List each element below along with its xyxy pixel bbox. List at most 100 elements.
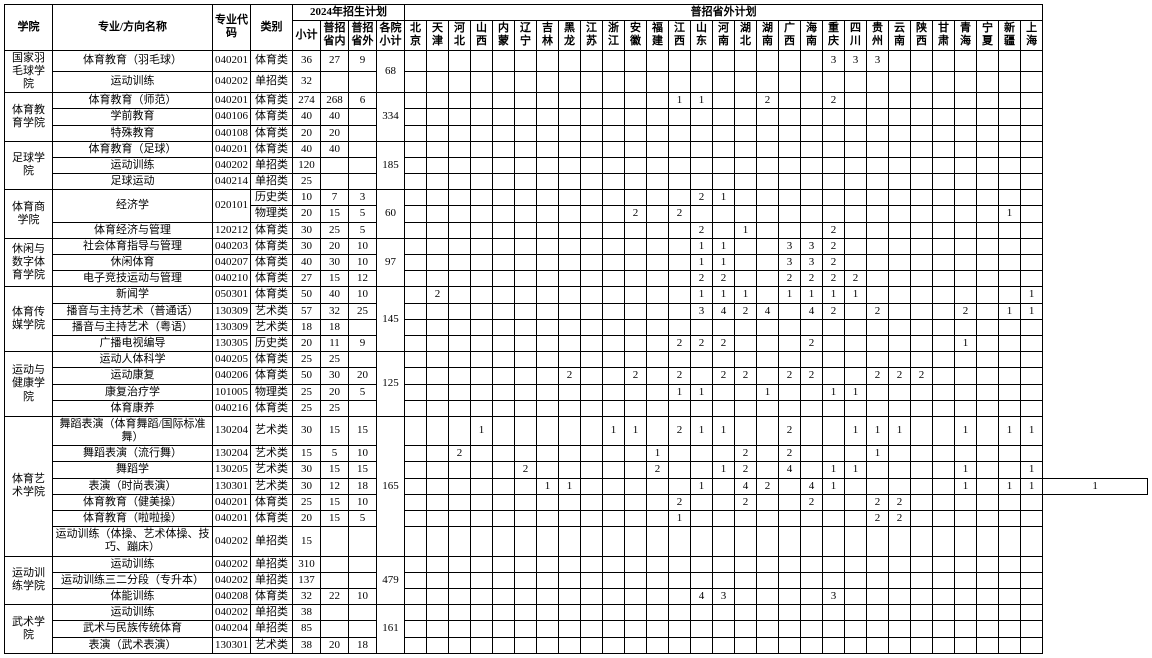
cell-prov — [691, 50, 713, 71]
cell-prov — [669, 71, 691, 92]
cell-prov — [823, 621, 845, 637]
cell-prov — [603, 141, 625, 157]
hdr-prov-26: 宁夏 — [977, 21, 999, 50]
cell-major: 特殊教育 — [53, 125, 213, 141]
cell-prov — [691, 319, 713, 335]
cell-prov — [911, 271, 933, 287]
cell-prov — [933, 462, 955, 478]
cell-prov — [449, 621, 471, 637]
cell-prov: 2 — [691, 271, 713, 287]
cell-prov — [823, 190, 845, 206]
cell-prov — [691, 400, 713, 416]
cell-prov: 2 — [801, 271, 823, 287]
cell-prov — [757, 556, 779, 572]
cell-prov — [999, 222, 1021, 238]
cell-prov — [559, 287, 581, 303]
cell-prov — [581, 352, 603, 368]
cell-prov — [757, 352, 779, 368]
cell-prov — [449, 303, 471, 319]
cell-prov — [757, 416, 779, 445]
cell-pOut: 5 — [349, 222, 377, 238]
cell-prov — [515, 384, 537, 400]
cell-prov — [515, 319, 537, 335]
cell-prov — [647, 157, 669, 173]
cell-prov — [647, 621, 669, 637]
cell-prov — [559, 174, 581, 190]
cell-prov — [493, 400, 515, 416]
hdr-plan2024: 2024年招生计划 — [293, 5, 405, 21]
cell-prov — [845, 109, 867, 125]
cell-code: 040106 — [213, 109, 251, 125]
cell-prov — [537, 319, 559, 335]
cell-prov — [537, 109, 559, 125]
cell-prov — [427, 621, 449, 637]
cell-prov — [889, 238, 911, 254]
cell-major: 表演（时尚表演） — [53, 478, 213, 494]
cell-prov — [977, 271, 999, 287]
cell-prov: 4 — [801, 303, 823, 319]
cell-prov — [1021, 605, 1043, 621]
cell-prov — [669, 621, 691, 637]
cell-pOut: 9 — [349, 335, 377, 351]
cell-prov — [405, 303, 427, 319]
cell-prov — [691, 352, 713, 368]
cell-prov — [647, 572, 669, 588]
cell-prov — [603, 303, 625, 319]
cell-college: 体育传媒学院 — [5, 287, 53, 352]
cell-type: 体育类 — [251, 494, 293, 510]
cell-prov — [757, 190, 779, 206]
hdr-college: 学院 — [5, 5, 53, 51]
cell-prov: 3 — [801, 238, 823, 254]
cell-prov — [691, 494, 713, 510]
table-row: 学前教育040106体育类4040 — [5, 109, 1148, 125]
cell-prov — [493, 141, 515, 157]
cell-prov — [537, 238, 559, 254]
cell-prov — [977, 303, 999, 319]
cell-prov — [955, 572, 977, 588]
cell-prov — [647, 255, 669, 271]
cell-prov — [735, 238, 757, 254]
hdr-prov-6: 吉林 — [537, 21, 559, 50]
cell-prov — [691, 556, 713, 572]
cell-xj: 30 — [293, 478, 321, 494]
cell-prov — [889, 588, 911, 604]
cell-prov — [625, 174, 647, 190]
cell-prov — [405, 637, 427, 653]
cell-prov — [977, 446, 999, 462]
cell-prov — [933, 319, 955, 335]
cell-prov — [691, 174, 713, 190]
cell-prov — [581, 400, 603, 416]
cell-prov — [823, 109, 845, 125]
cell-prov — [845, 605, 867, 621]
cell-prov — [449, 141, 471, 157]
cell-prov — [845, 352, 867, 368]
cell-prov — [713, 174, 735, 190]
cell-prov — [449, 572, 471, 588]
cell-prov — [845, 478, 867, 494]
cell-prov — [999, 572, 1021, 588]
cell-prov — [405, 222, 427, 238]
table-row: 体育教育（啦啦操）040201体育类20155122 — [5, 511, 1148, 527]
table-row: 运动训练（体操、艺术体操、技巧、蹦床）040202单招类15 — [5, 527, 1148, 556]
cell-prov — [625, 605, 647, 621]
cell-college: 体育商学院 — [5, 190, 53, 239]
cell-xj: 20 — [293, 511, 321, 527]
cell-prov — [955, 621, 977, 637]
hdr-type: 类别 — [251, 5, 293, 51]
cell-prov — [449, 588, 471, 604]
cell-prov — [1021, 352, 1043, 368]
cell-prov — [845, 319, 867, 335]
table-row: 足球学院体育教育（足球）040201体育类4040185 — [5, 141, 1148, 157]
cell-prov — [449, 71, 471, 92]
cell-prov — [691, 637, 713, 653]
cell-prov — [691, 462, 713, 478]
cell-pOut: 5 — [349, 384, 377, 400]
cell-prov: 2 — [669, 494, 691, 510]
cell-prov — [471, 174, 493, 190]
cell-xj: 25 — [293, 384, 321, 400]
cell-prov — [647, 384, 669, 400]
cell-prov: 2 — [845, 271, 867, 287]
cell-prov — [471, 206, 493, 222]
cell-prov — [911, 572, 933, 588]
table-row: 体育商学院经济学020101历史类10736021 — [5, 190, 1148, 206]
